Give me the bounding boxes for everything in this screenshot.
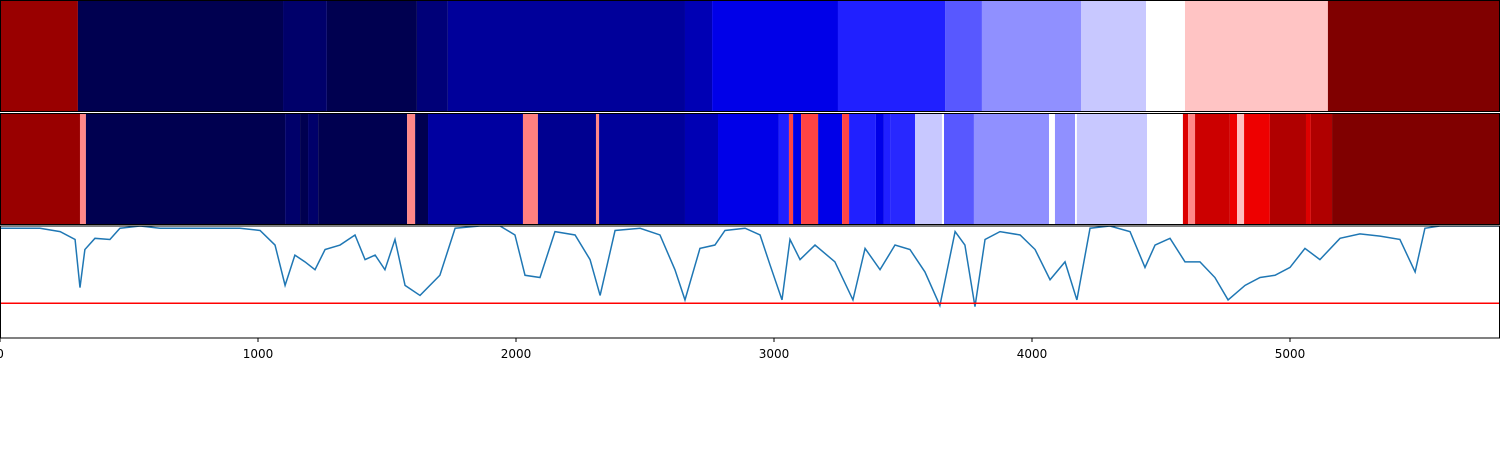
segment [684, 113, 719, 225]
x-tick-label: 0 [0, 347, 4, 361]
segment [79, 113, 86, 225]
segment [1269, 113, 1306, 225]
segment [793, 113, 802, 225]
segment [285, 113, 301, 225]
segment [77, 0, 284, 112]
segment [0, 113, 80, 225]
panel-frame [0, 225, 1500, 339]
segment [1332, 113, 1500, 225]
segment [522, 113, 538, 225]
segment [973, 113, 1050, 225]
segment [915, 113, 942, 225]
segment [415, 113, 429, 225]
x-tick-label: 3000 [759, 347, 790, 361]
segment [318, 113, 408, 225]
segment [1305, 113, 1311, 225]
segment [712, 0, 838, 112]
segment [1195, 113, 1230, 225]
segment [718, 113, 779, 225]
segment [416, 0, 448, 112]
x-tick-label: 1000 [243, 347, 274, 361]
segment [1049, 113, 1055, 225]
segment [447, 0, 685, 112]
segment [1229, 113, 1238, 225]
segment [801, 113, 819, 225]
segment [1310, 113, 1333, 225]
segment [788, 113, 794, 225]
x-tick-label: 4000 [1017, 347, 1048, 361]
segment [599, 113, 685, 225]
segment [941, 113, 945, 225]
segment [849, 113, 876, 225]
segment [1237, 113, 1245, 225]
segment [308, 113, 319, 225]
segment [1147, 113, 1183, 225]
segment [1184, 0, 1328, 112]
segment [818, 113, 843, 225]
segment [842, 113, 850, 225]
segment [1146, 0, 1185, 112]
segment [428, 113, 523, 225]
segment [1188, 113, 1196, 225]
segment [684, 0, 713, 112]
data-line [0, 226, 1500, 308]
segment [945, 0, 982, 112]
segment [981, 0, 1082, 112]
segment [300, 113, 309, 225]
segment [890, 113, 916, 225]
segment [837, 0, 946, 112]
segment [1244, 113, 1270, 225]
segment [0, 0, 78, 112]
segment [85, 113, 286, 225]
x-tick-label: 5000 [1275, 347, 1306, 361]
x-tick-label: 2000 [501, 347, 532, 361]
segment [537, 113, 596, 225]
segment [1081, 0, 1147, 112]
segment [326, 0, 417, 112]
segment [778, 113, 789, 225]
segment [1327, 0, 1500, 112]
segment [883, 113, 891, 225]
segment [1076, 113, 1148, 225]
segment [595, 113, 600, 225]
segment [1182, 113, 1189, 225]
segment [1075, 113, 1077, 225]
segment [875, 113, 884, 225]
segment [407, 113, 416, 225]
segment [1054, 113, 1076, 225]
segment [944, 113, 974, 225]
segment [283, 0, 327, 112]
